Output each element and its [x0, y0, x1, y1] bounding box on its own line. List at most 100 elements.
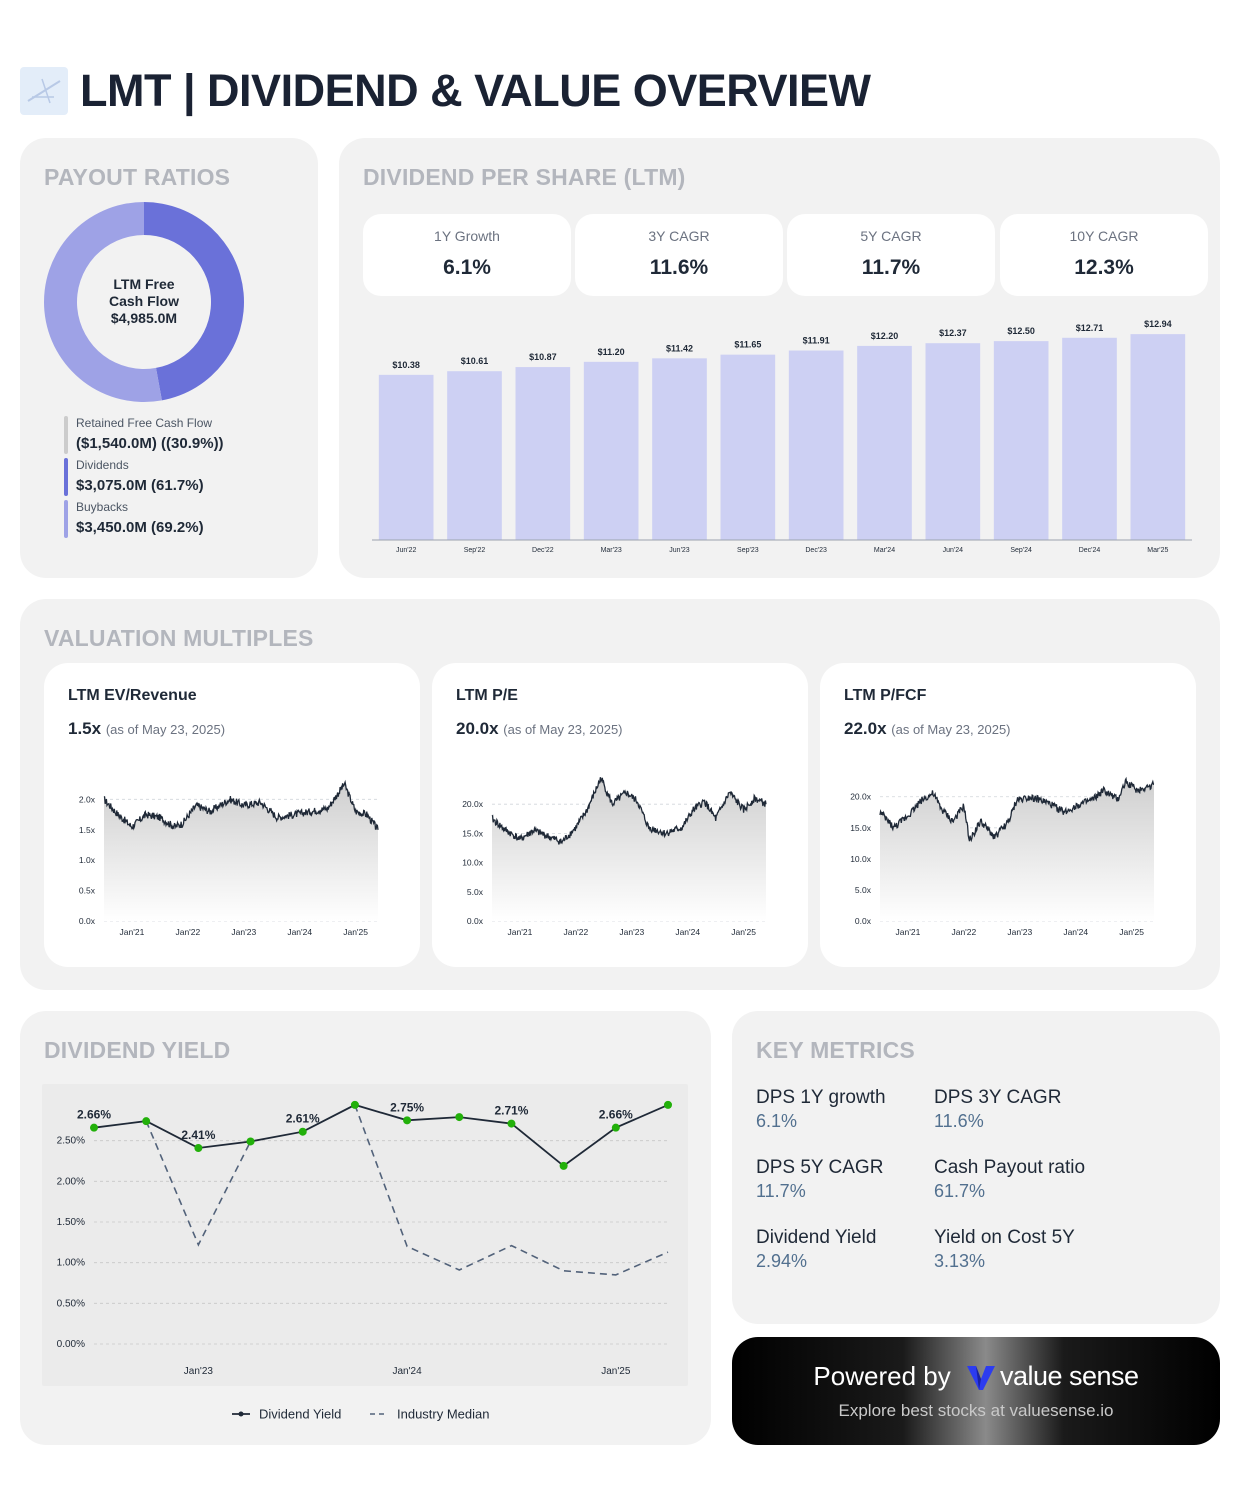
dps-x-tick: Mar'25	[1147, 547, 1168, 554]
page-header: LMT | DIVIDEND & VALUE OVERVIEW	[20, 64, 871, 118]
card-date-note: (as of May 23, 2025)	[503, 722, 623, 737]
area-fill	[880, 778, 1154, 921]
dps-bar	[1130, 334, 1186, 540]
dps-bar-label: $10.87	[529, 352, 557, 362]
dps-x-tick: Jun'24	[943, 547, 964, 554]
valuesense-brand-text: value sense	[999, 1361, 1139, 1391]
dps-bar	[788, 350, 844, 540]
payout-donut-chart	[43, 202, 244, 402]
dps-bar	[857, 345, 912, 540]
legend-industry-median-label: Industry Median	[397, 1407, 490, 1422]
x-tick-label: Jan'24	[1063, 927, 1088, 937]
x-tick-label: Jan'21	[508, 927, 533, 937]
metric-label: Dividend Yield	[756, 1227, 877, 1248]
metric-label: DPS 3Y CAGR	[934, 1087, 1062, 1108]
key-metrics-panel: KEY METRICS DPS 1Y growth 6.1% DPS 3Y CA…	[732, 1011, 1220, 1324]
dps-bar	[378, 374, 434, 540]
dps-bar-label: $10.38	[392, 360, 420, 370]
dps-bar-label: $11.42	[666, 343, 693, 353]
metric-label: DPS 5Y CAGR	[756, 1157, 884, 1178]
yield-plot-bg	[42, 1084, 688, 1386]
industry-median-line	[145, 1104, 669, 1276]
card-value: 1.5x (as of May 23, 2025)	[68, 719, 225, 739]
lockheed-logo-icon	[20, 67, 68, 115]
card-title: LTM P/FCF	[844, 687, 927, 704]
metric-value: 11.7%	[756, 1181, 806, 1201]
yield-point	[664, 1100, 672, 1109]
yield-point	[507, 1119, 516, 1128]
y-tick-label: 2.50%	[57, 1136, 85, 1147]
legend-swatch	[64, 458, 68, 496]
donut-center-label: LTM Free Cash Flow $4,985.0M	[44, 276, 244, 327]
dps-title: DIVIDEND PER SHARE (LTM)	[363, 164, 686, 190]
x-tick-label: Jan'25	[731, 927, 756, 937]
y-tick-label: 0.0x	[855, 916, 872, 926]
y-tick-label: 1.0x	[79, 855, 96, 865]
metric-value: 61.7%	[934, 1181, 986, 1201]
dps-bar	[447, 371, 502, 540]
y-tick-label: 5.0x	[467, 887, 484, 897]
legend-label: Dividends	[76, 458, 129, 472]
dps-x-tick: Sep'22	[464, 547, 486, 554]
x-tick-label: Jan'25	[343, 927, 368, 937]
legend-buybacks: Buybacks $3,450.0M (69.2%)	[64, 500, 304, 538]
dps-x-tick: Dec'24	[1079, 547, 1101, 554]
dps-x-tick: Jun'22	[396, 547, 417, 554]
x-tick-label: Jan'23	[231, 927, 256, 937]
card-title: LTM P/E	[456, 687, 518, 704]
yield-point	[611, 1123, 620, 1132]
pfcf-card: LTM P/FCF 22.0x (as of May 23, 2025) 0.0…	[820, 663, 1196, 967]
powered-by-banner[interactable]: Powered by value sense Explore best stoc…	[732, 1337, 1220, 1445]
legend-dividends: Dividends $3,075.0M (61.7%)	[64, 458, 304, 496]
y-tick-label: 0.50%	[57, 1298, 85, 1309]
stat-label: 10Y CAGR	[1069, 228, 1139, 244]
card-date-note: (as of May 23, 2025)	[105, 722, 226, 737]
metric-value: 2.94%	[756, 1251, 808, 1271]
stat-card-10y-cagr: 10Y CAGR 12.3%	[1000, 214, 1208, 296]
pe-card: LTM P/E 20.0x (as of May 23, 2025) 0.0x 5…	[432, 663, 808, 967]
yield-point	[90, 1123, 98, 1132]
stat-value: 12.3%	[1074, 256, 1134, 279]
legend-value: $3,075.0M (61.7%)	[76, 477, 204, 494]
ev-revenue-chart: 0.0x 0.5x 1.0x 1.5x 2.0x Jan'21 Jan'22 Jan'23 Ja…	[79, 779, 379, 937]
legend-value: $3,450.0M (69.2%)	[76, 519, 204, 536]
dps-bar	[993, 341, 1049, 540]
dps-bar-chart: $10.38 Jun'22 $10.61 Sep'22 $10.87 Dec'22 $11.…	[372, 319, 1192, 554]
y-tick-label: 15.0x	[850, 823, 872, 833]
dps-x-tick: Mar'24	[874, 547, 895, 554]
dps-x-tick: Dec'23	[805, 547, 827, 554]
yield-point	[298, 1127, 307, 1136]
stat-card-1y-growth: 1Y Growth 6.1%	[363, 214, 571, 296]
x-tick-label: Jan'23	[1007, 927, 1032, 937]
valuesense-brand: value sense	[966, 1361, 1139, 1392]
legend-retained-fcf: Retained Free Cash Flow ($1,540.0M) ((30…	[64, 416, 304, 454]
metric-dps-1y-growth: DPS 1Y growth 6.1%	[756, 1087, 936, 1132]
stat-label: 5Y CAGR	[860, 228, 922, 244]
powered-by-line: Powered by value sense	[732, 1361, 1220, 1392]
yield-data-label: 2.41%	[181, 1128, 215, 1142]
metric-dividend-yield: Dividend Yield 2.94%	[756, 1227, 936, 1272]
yield-point	[559, 1161, 568, 1170]
stat-card-5y-cagr: 5Y CAGR 11.7%	[787, 214, 995, 296]
dps-bar	[515, 367, 571, 540]
dps-bar-label: $10.61	[461, 356, 489, 366]
card-date-note: (as of May 23, 2025)	[891, 722, 1011, 737]
dps-bar-label: $12.37	[939, 328, 967, 338]
legend-swatch	[64, 500, 68, 538]
donut-slice-dividends	[144, 202, 244, 401]
metric-dps-3y-cagr: DPS 3Y CAGR 11.6%	[934, 1087, 1114, 1132]
payout-ratios-title: PAYOUT RATIOS	[44, 164, 231, 190]
x-tick-label: Jan'21	[896, 927, 921, 937]
y-tick-label: 0.0x	[467, 916, 484, 926]
x-tick-label: Jan'25	[1119, 927, 1144, 937]
multiple-line	[103, 779, 379, 831]
dps-x-tick: Jun'23	[669, 547, 690, 554]
card-value: 22.0x (as of May 23, 2025)	[844, 719, 1011, 739]
area-fill	[104, 782, 378, 921]
yield-point	[455, 1113, 464, 1122]
powered-by-prefix: Powered by	[813, 1361, 951, 1391]
valuesense-logo-icon	[966, 1365, 995, 1390]
yield-point	[142, 1117, 151, 1126]
legend-value: ($1,540.0M) ((30.9%))	[76, 435, 224, 452]
donut-center-value: $4,985.0M	[110, 310, 178, 326]
